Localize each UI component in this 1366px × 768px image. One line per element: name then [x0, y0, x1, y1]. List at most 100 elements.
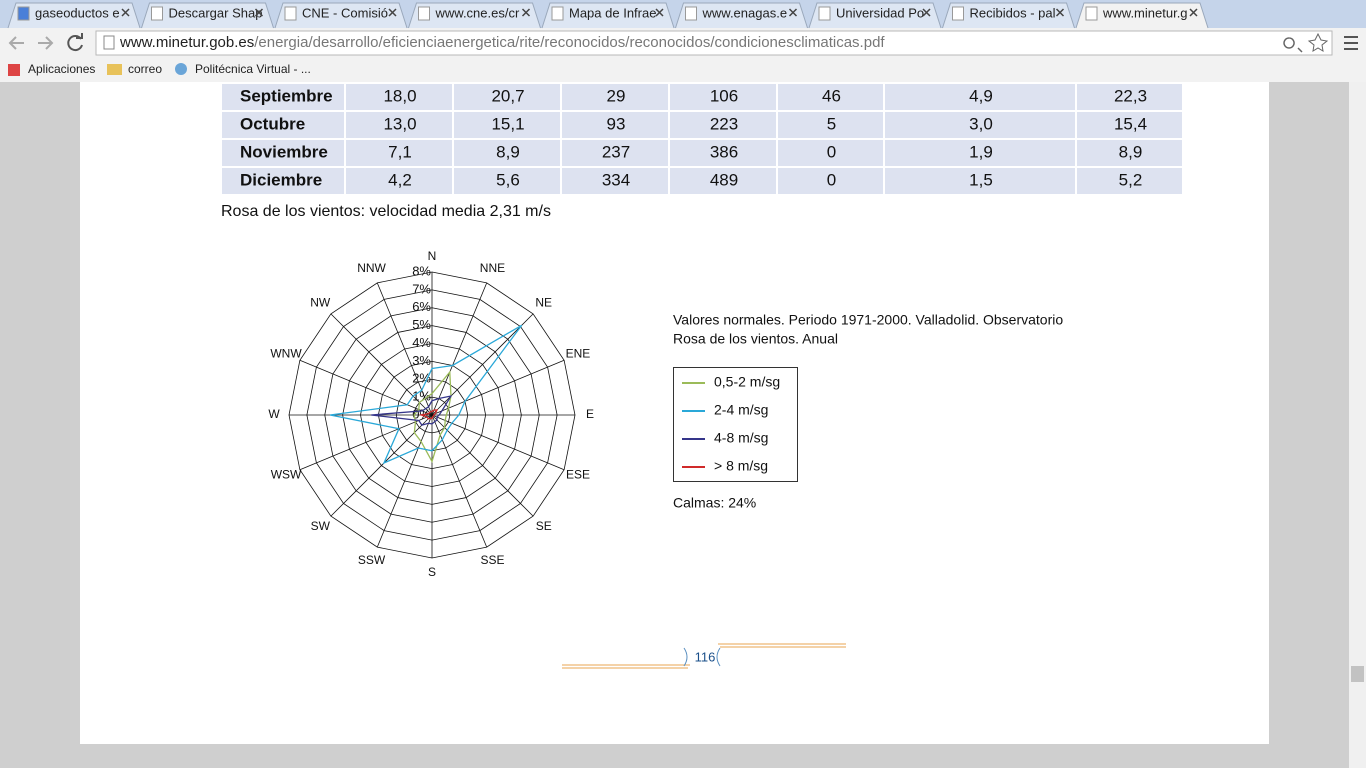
back-button[interactable] — [8, 36, 24, 50]
spoke — [431, 414, 488, 548]
table-cell — [346, 140, 452, 166]
table-text: 8,9 — [1119, 142, 1143, 161]
tab-title: Descargar Shap — [169, 5, 263, 20]
tab[interactable] — [808, 2, 942, 29]
r-tick-label: 3% — [412, 353, 431, 368]
table-text: 0 — [827, 142, 836, 161]
table-text: 15,1 — [491, 114, 524, 133]
r-tick-label: 8% — [412, 263, 431, 278]
table-cell — [346, 168, 452, 194]
tab-close[interactable] — [788, 8, 798, 17]
bookmark[interactable]: Politécnica Virtual - ... — [195, 62, 311, 76]
legend-label: 4-8 m/sg — [714, 430, 768, 446]
table-text: 7,1 — [388, 142, 412, 161]
tab[interactable] — [675, 2, 808, 29]
tab-close[interactable] — [922, 8, 931, 17]
direction-label: ESE — [566, 468, 590, 482]
table-cell — [670, 168, 776, 194]
legend-box — [673, 367, 798, 482]
chart-subtitle: Rosa de los vientos. Anual — [673, 331, 838, 347]
spoke — [376, 282, 433, 416]
bookmark-star[interactable] — [1307, 32, 1329, 52]
direction-label: NNW — [357, 261, 386, 275]
r-tick-label: 0% — [412, 406, 431, 421]
tab-title: www.minetur.g — [1102, 5, 1188, 20]
forward-button[interactable] — [38, 36, 54, 50]
tab[interactable] — [141, 2, 274, 29]
tab-close[interactable] — [254, 8, 264, 17]
table-cell — [1077, 140, 1182, 166]
scrollbar[interactable] — [1349, 82, 1366, 768]
table-text: 1,9 — [969, 142, 993, 161]
spoke — [376, 414, 433, 548]
table-text: 489 — [710, 170, 738, 189]
table-text: 4,2 — [388, 170, 412, 189]
tab-title: Recibidos - pal — [970, 5, 1056, 20]
tab-close[interactable] — [121, 8, 130, 17]
direction-label: N — [428, 249, 437, 263]
table-cell — [1077, 84, 1182, 110]
table-cell — [346, 84, 452, 110]
chart-title: Valores normales. Periodo 1971-2000. Val… — [673, 312, 1063, 328]
spoke — [431, 359, 565, 416]
tab-favicon — [17, 6, 30, 21]
tab-close[interactable] — [388, 8, 397, 17]
table-text: 1,5 — [969, 170, 993, 189]
url[interactable]: www.minetur.gob.es/energia/desarrollo/ef… — [119, 34, 885, 51]
bookmark[interactable]: Aplicaciones — [28, 62, 95, 76]
table-text: Noviembre — [240, 142, 328, 161]
series-line — [418, 409, 439, 420]
tab[interactable] — [541, 2, 675, 29]
tab-close[interactable] — [521, 8, 531, 17]
table-cell — [1077, 168, 1182, 194]
direction-label: SW — [311, 519, 331, 533]
direction-label: W — [268, 407, 280, 421]
table-cell — [222, 140, 344, 166]
table-text: 3,0 — [969, 114, 993, 133]
page-icon — [103, 35, 115, 50]
spoke — [299, 414, 433, 471]
table-text: 386 — [710, 142, 738, 161]
r-tick-label: 5% — [412, 317, 431, 332]
tab-favicon — [818, 6, 831, 21]
series-line — [371, 395, 453, 426]
table-cell — [885, 140, 1075, 166]
tab-favicon — [284, 6, 297, 21]
footer-line — [562, 664, 690, 669]
table-text: 5,6 — [496, 170, 520, 189]
tab[interactable] — [942, 2, 1075, 29]
table-cell — [222, 168, 344, 194]
folder-icon — [107, 64, 122, 75]
zoom-icon[interactable] — [1283, 37, 1303, 53]
bookmark[interactable]: correo — [128, 62, 162, 76]
scroll-thumb[interactable] — [1351, 666, 1364, 682]
series-line — [413, 370, 452, 464]
tab-title: Universidad Po — [836, 5, 924, 20]
table-cell — [1077, 112, 1182, 138]
table-cell — [454, 168, 560, 194]
table-text: Septiembre — [240, 86, 333, 105]
menu-button[interactable] — [1344, 36, 1358, 50]
table-cell — [346, 112, 452, 138]
table-cell — [778, 168, 883, 194]
tab-close[interactable] — [1055, 8, 1065, 17]
tab[interactable] — [408, 2, 541, 29]
spoke — [431, 313, 534, 416]
table-cell — [670, 84, 776, 110]
tab[interactable] — [7, 2, 141, 29]
tab-favicon — [685, 6, 697, 21]
table-cell — [454, 84, 560, 110]
address-bar[interactable] — [95, 30, 1333, 56]
tab[interactable] — [1075, 2, 1209, 29]
table-cell — [778, 140, 883, 166]
tab-favicon — [551, 6, 564, 21]
tab[interactable] — [274, 2, 408, 29]
tab-favicon — [952, 6, 964, 21]
tab-close[interactable] — [655, 8, 664, 17]
table-cell — [670, 112, 776, 138]
tab-close[interactable] — [1189, 8, 1198, 17]
reload-button[interactable] — [67, 33, 83, 52]
apps-icon — [8, 64, 20, 76]
direction-label: NNE — [480, 261, 505, 275]
